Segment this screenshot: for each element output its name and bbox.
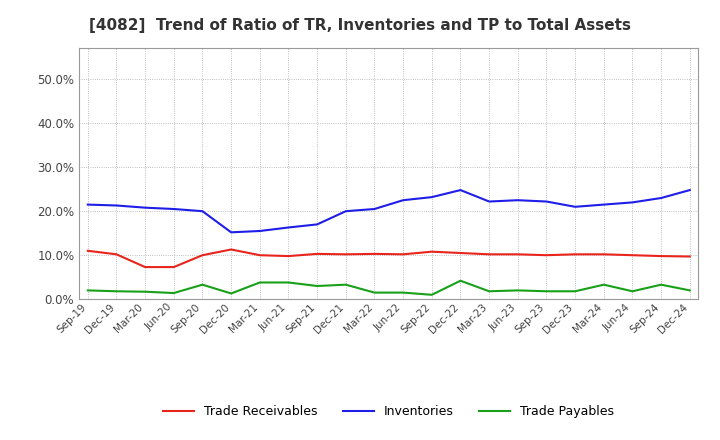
Inventories [485,199,493,204]
Inventories [513,198,522,203]
Line: Trade Payables: Trade Payables [88,281,690,295]
Trade Receivables [657,253,665,259]
Inventories [628,200,636,205]
Inventories [370,206,379,212]
Trade Payables [513,288,522,293]
Trade Payables [370,290,379,295]
Trade Payables [456,278,465,283]
Trade Payables [600,282,608,287]
Trade Receivables [600,252,608,257]
Trade Payables [628,289,636,294]
Inventories [284,225,293,230]
Trade Payables [169,290,178,296]
Inventories [399,198,408,203]
Inventories [198,209,207,214]
Trade Payables [284,280,293,285]
Trade Payables [428,292,436,297]
Trade Payables [312,283,321,289]
Inventories [657,195,665,201]
Inventories [84,202,92,207]
Inventories [685,187,694,193]
Trade Receivables [685,254,694,259]
Trade Payables [399,290,408,295]
Trade Payables [685,288,694,293]
Inventories [256,228,264,234]
Trade Payables [485,289,493,294]
Inventories [456,187,465,193]
Trade Payables [198,282,207,287]
Trade Receivables [513,252,522,257]
Line: Inventories: Inventories [88,190,690,232]
Trade Receivables [141,264,150,270]
Inventories [542,199,551,204]
Trade Receivables [112,252,121,257]
Trade Receivables [628,253,636,258]
Trade Receivables [370,251,379,257]
Inventories [428,194,436,200]
Trade Receivables [169,264,178,270]
Inventories [571,204,580,209]
Legend: Trade Receivables, Inventories, Trade Payables: Trade Receivables, Inventories, Trade Pa… [158,400,619,423]
Text: [4082]  Trend of Ratio of TR, Inventories and TP to Total Assets: [4082] Trend of Ratio of TR, Inventories… [89,18,631,33]
Trade Payables [571,289,580,294]
Trade Receivables [198,253,207,258]
Trade Receivables [341,252,350,257]
Inventories [169,206,178,212]
Inventories [112,203,121,208]
Inventories [312,222,321,227]
Trade Receivables [399,252,408,257]
Inventories [600,202,608,207]
Trade Payables [84,288,92,293]
Trade Receivables [256,253,264,258]
Trade Receivables [485,252,493,257]
Trade Payables [227,291,235,296]
Trade Receivables [284,253,293,259]
Trade Payables [112,289,121,294]
Trade Payables [657,282,665,287]
Trade Receivables [312,251,321,257]
Trade Receivables [456,250,465,256]
Line: Trade Receivables: Trade Receivables [88,249,690,267]
Trade Payables [542,289,551,294]
Inventories [227,230,235,235]
Inventories [141,205,150,210]
Trade Receivables [571,252,580,257]
Trade Receivables [227,247,235,252]
Trade Receivables [542,253,551,258]
Trade Receivables [84,248,92,253]
Inventories [341,209,350,214]
Trade Payables [141,289,150,294]
Trade Payables [341,282,350,287]
Trade Payables [256,280,264,285]
Trade Receivables [428,249,436,254]
